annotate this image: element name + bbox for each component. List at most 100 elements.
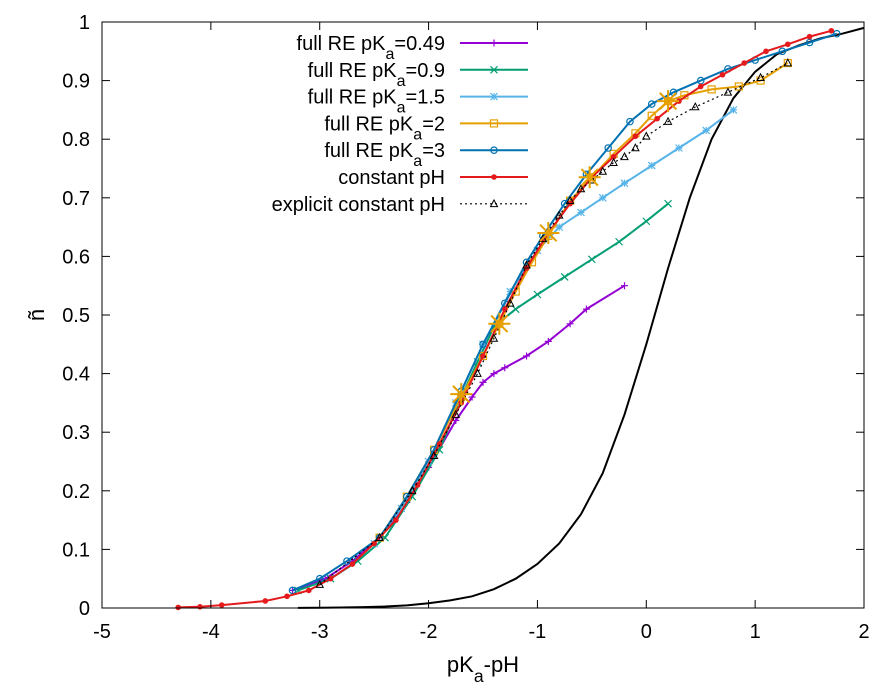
highlight-point [657,90,680,113]
data-point [604,144,612,152]
data-point [479,378,487,386]
data-point [632,133,639,140]
data-point [544,337,552,345]
x-tick-label: -3 [311,621,329,643]
data-point [663,116,673,125]
data-point [756,72,765,81]
legend-marker [489,198,499,208]
legend-label: full RE pKa=0.49 [297,33,445,63]
data-point [702,126,711,135]
data-point [533,290,542,299]
data-point [218,602,225,608]
plot-frame [101,21,865,609]
data-point [490,370,498,378]
series-line [178,29,832,609]
data-point [697,83,704,90]
y-tick-label: 1 [79,12,90,34]
data-point [576,184,586,193]
legend-marker [490,146,498,155]
data-point [598,193,607,202]
y-tick-label: 0.5 [62,305,90,327]
data-point [621,282,629,290]
data-point [626,117,634,126]
y-tick-label: 0 [79,598,90,620]
series-line [292,284,626,592]
y-axis-label: ñ [24,309,49,321]
data-point [577,208,585,217]
data-point [175,604,181,611]
data-point [587,255,596,264]
highlight-point [578,166,601,189]
data-point [832,29,841,38]
data-point [734,82,743,91]
data-point [647,111,656,120]
highlight-point [450,383,473,406]
legend-label: full RE pKa=2 [324,113,445,143]
plot-content [175,26,865,611]
data-point [478,351,488,361]
data-point [479,340,487,349]
legend-marker [490,92,498,101]
data-point [664,199,672,208]
data-point [654,115,660,122]
data-point [397,504,406,513]
series-5 [175,27,835,611]
y-tick-label: 0.2 [62,481,90,503]
data-point [451,409,461,418]
data-point [690,102,700,111]
data-point [327,575,334,582]
legend-marker [490,39,498,47]
data-point [566,320,574,328]
data-point [197,604,203,610]
data-point [501,364,509,372]
series-1 [294,199,672,595]
axes: -5 -4 -3 -2 -1 0 1 2 0 0.1 0.2 0.3 0.4 0.5 0.6 0.7 0.8 0.… [62,12,869,643]
data-point [741,60,748,66]
legend-marker [490,65,498,74]
data-point [489,333,499,342]
highlight-point [537,221,560,244]
data-point [610,153,617,160]
data-point [675,144,683,152]
data-point [538,233,548,243]
data-point [565,195,575,205]
data-point [523,352,531,360]
data-point [522,260,531,269]
data-point [505,298,515,307]
x-tick-label: 2 [858,621,869,643]
data-point [647,100,656,108]
data-point [288,586,297,595]
y-tick-label: 0.8 [62,129,90,151]
x-tick-label: -2 [420,621,438,643]
data-point [763,48,769,55]
y-tick-label: 0.7 [62,188,90,210]
legend-label: full RE pKa=1.5 [308,87,445,117]
data-point [783,58,793,67]
data-point [353,557,362,566]
data-point [641,131,651,140]
y-tick-label: 0.1 [62,539,90,561]
data-point [554,210,564,219]
x-tick-label: 1 [750,621,761,643]
data-point [598,166,608,175]
legend-marker [489,119,499,128]
data-point [315,579,325,588]
highlight-markers [450,90,680,406]
data-point [642,217,651,226]
series-6 [315,58,793,588]
data-point [785,41,791,48]
series-line [297,202,669,592]
y-tick-label: 0.9 [62,71,90,93]
data-point [723,87,733,96]
data-point [620,151,629,161]
data-point [393,517,399,523]
data-point [555,223,564,232]
data-point [806,33,813,40]
series-line [319,62,789,586]
data-point [262,598,269,604]
data-point [501,306,508,312]
data-point [778,47,787,56]
data-point [473,368,482,377]
reference-curve [297,26,865,609]
